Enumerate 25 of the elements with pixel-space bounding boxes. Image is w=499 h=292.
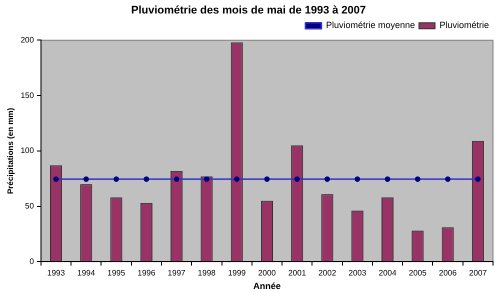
x-tick-label: 1996 <box>138 268 156 278</box>
chart-title: Pluviométrie des mois de mai de 1993 à 2007 <box>131 4 366 17</box>
x-tick-label: 1998 <box>198 268 216 278</box>
x-tick-label: 1997 <box>168 268 186 278</box>
x-tick-label: 2007 <box>469 268 488 278</box>
y-tick-label: 100 <box>20 146 34 156</box>
x-tick-label: 2006 <box>438 268 458 278</box>
y-tick-label: 0 <box>29 256 34 266</box>
x-tick-label: 2001 <box>288 268 307 278</box>
y-tick-label: 200 <box>20 35 34 44</box>
x-tick-label: 1999 <box>228 268 246 278</box>
x-tick-label: 1994 <box>77 268 96 278</box>
x-tick-label: 2000 <box>258 268 276 278</box>
y-tick-label: 150 <box>20 90 34 100</box>
x-tick-label: 2005 <box>408 268 428 278</box>
x-tick-label: 1993 <box>47 268 66 278</box>
x-tick-label: 1995 <box>107 268 126 278</box>
y-tick-label: 50 <box>25 201 34 210</box>
legend-label: Pluviométrie moyenne <box>326 20 415 30</box>
x-tick-label: 2002 <box>318 268 337 278</box>
y-axis-title: Précipitations (en mm) <box>6 107 16 194</box>
legend-label: Pluviométrie <box>439 20 490 30</box>
x-axis-title: Année <box>253 281 281 292</box>
x-tick-label: 2004 <box>378 268 397 278</box>
x-tick-label: 2003 <box>348 268 367 278</box>
